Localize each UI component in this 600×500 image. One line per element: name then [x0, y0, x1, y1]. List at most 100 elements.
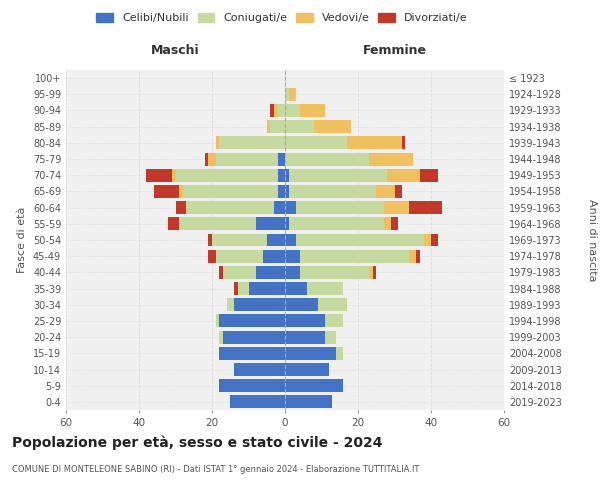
- Bar: [299, 266, 369, 279]
- Bar: [285, 201, 296, 214]
- Bar: [289, 169, 387, 181]
- Bar: [274, 201, 285, 214]
- Bar: [172, 169, 176, 181]
- Bar: [234, 298, 285, 311]
- Bar: [409, 201, 442, 214]
- Bar: [318, 298, 347, 311]
- Bar: [208, 250, 215, 262]
- Bar: [285, 314, 325, 328]
- Bar: [285, 266, 299, 279]
- Bar: [420, 169, 438, 181]
- Bar: [285, 330, 325, 344]
- Bar: [215, 152, 278, 166]
- Y-axis label: Fasce di età: Fasce di età: [17, 207, 27, 273]
- Bar: [431, 234, 438, 246]
- Bar: [307, 282, 343, 295]
- Bar: [299, 104, 325, 117]
- Bar: [179, 185, 183, 198]
- Bar: [187, 201, 274, 214]
- Bar: [289, 185, 376, 198]
- Bar: [325, 330, 336, 344]
- Bar: [285, 169, 289, 181]
- Bar: [416, 250, 420, 262]
- Bar: [271, 104, 274, 117]
- Bar: [296, 201, 383, 214]
- Bar: [285, 347, 336, 360]
- Bar: [369, 266, 373, 279]
- Bar: [289, 88, 296, 101]
- Bar: [227, 298, 234, 311]
- Bar: [220, 379, 285, 392]
- Bar: [220, 347, 285, 360]
- Bar: [278, 104, 285, 117]
- Bar: [369, 152, 413, 166]
- Bar: [220, 330, 223, 344]
- Bar: [208, 234, 212, 246]
- Bar: [395, 185, 402, 198]
- Bar: [267, 234, 285, 246]
- Bar: [175, 169, 278, 181]
- Bar: [183, 185, 278, 198]
- Bar: [205, 152, 208, 166]
- Bar: [285, 234, 296, 246]
- Legend: Celibi/Nubili, Coniugati/e, Vedovi/e, Divorziati/e: Celibi/Nubili, Coniugati/e, Vedovi/e, Di…: [92, 8, 472, 28]
- Bar: [376, 185, 395, 198]
- Bar: [208, 152, 215, 166]
- Text: Anni di nascita: Anni di nascita: [587, 198, 597, 281]
- Bar: [179, 218, 256, 230]
- Bar: [383, 218, 391, 230]
- Bar: [387, 169, 420, 181]
- Bar: [383, 201, 409, 214]
- Bar: [424, 234, 431, 246]
- Bar: [285, 120, 314, 133]
- Bar: [285, 136, 347, 149]
- Bar: [234, 282, 238, 295]
- Bar: [278, 185, 285, 198]
- Bar: [256, 218, 285, 230]
- Bar: [289, 218, 383, 230]
- Bar: [285, 218, 289, 230]
- Bar: [285, 88, 289, 101]
- Bar: [215, 314, 220, 328]
- Bar: [215, 250, 263, 262]
- Bar: [391, 218, 398, 230]
- Bar: [285, 250, 299, 262]
- Text: Popolazione per età, sesso e stato civile - 2024: Popolazione per età, sesso e stato civil…: [12, 435, 383, 450]
- Bar: [220, 136, 285, 149]
- Bar: [154, 185, 179, 198]
- Bar: [285, 396, 332, 408]
- Bar: [299, 250, 409, 262]
- Bar: [285, 185, 289, 198]
- Bar: [285, 363, 329, 376]
- Bar: [296, 234, 424, 246]
- Bar: [409, 250, 416, 262]
- Bar: [146, 169, 172, 181]
- Bar: [347, 136, 402, 149]
- Bar: [223, 266, 256, 279]
- Text: Femmine: Femmine: [362, 44, 427, 57]
- Bar: [402, 136, 406, 149]
- Bar: [263, 250, 285, 262]
- Bar: [256, 266, 285, 279]
- Bar: [325, 314, 343, 328]
- Bar: [223, 330, 285, 344]
- Bar: [285, 379, 343, 392]
- Bar: [248, 282, 285, 295]
- Bar: [274, 104, 278, 117]
- Bar: [212, 234, 267, 246]
- Bar: [285, 282, 307, 295]
- Bar: [267, 120, 271, 133]
- Bar: [285, 152, 369, 166]
- Bar: [285, 104, 299, 117]
- Bar: [278, 169, 285, 181]
- Bar: [234, 363, 285, 376]
- Bar: [278, 152, 285, 166]
- Text: COMUNE DI MONTELEONE SABINO (RI) - Dati ISTAT 1° gennaio 2024 - Elaborazione TUT: COMUNE DI MONTELEONE SABINO (RI) - Dati …: [12, 465, 419, 474]
- Bar: [168, 218, 179, 230]
- Bar: [215, 136, 220, 149]
- Bar: [238, 282, 248, 295]
- Bar: [220, 314, 285, 328]
- Bar: [336, 347, 343, 360]
- Bar: [314, 120, 350, 133]
- Bar: [230, 396, 285, 408]
